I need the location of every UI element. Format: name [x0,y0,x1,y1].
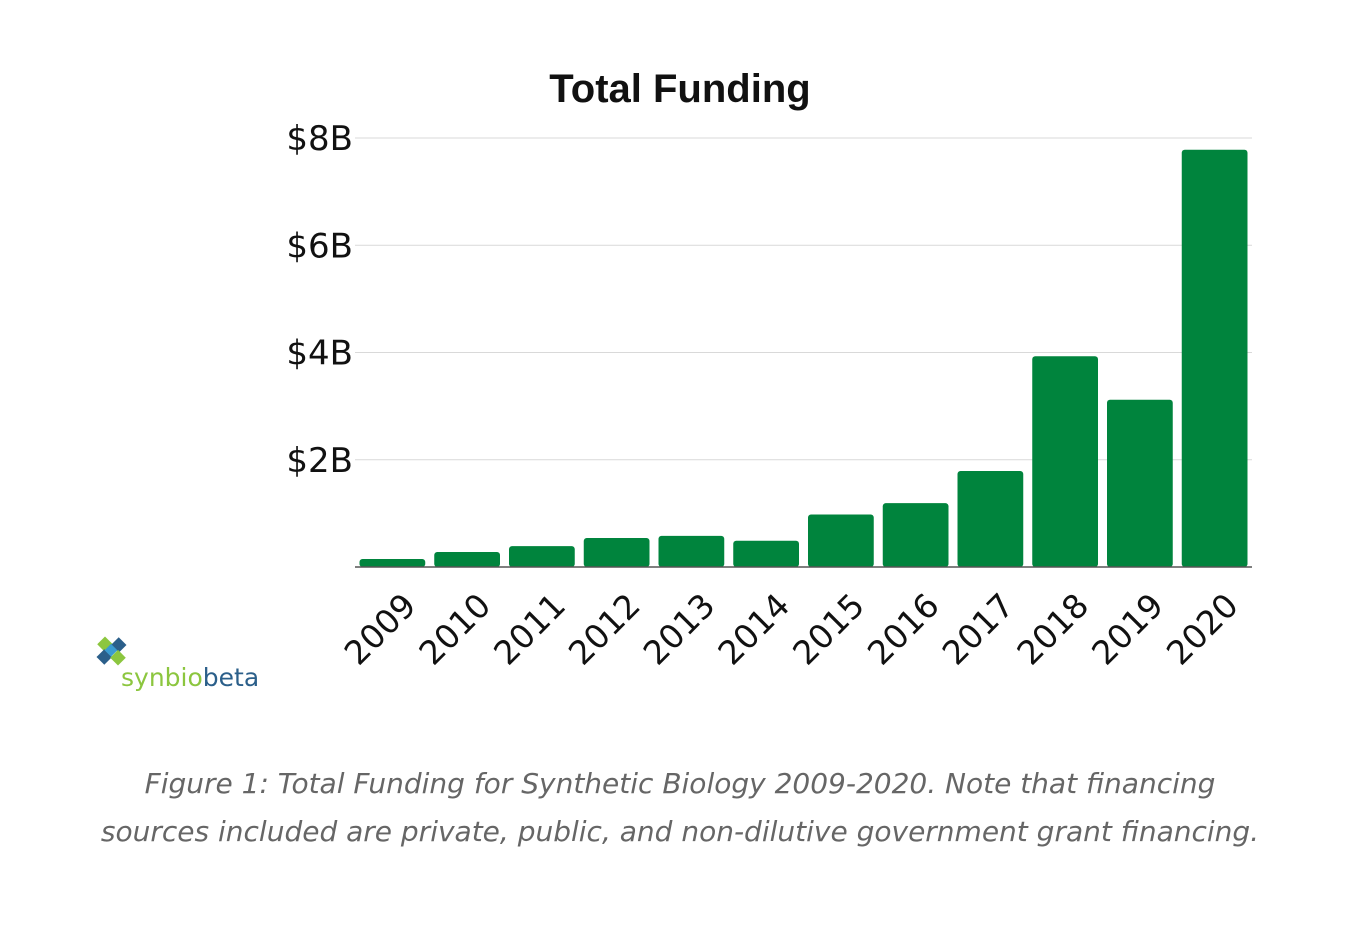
x-tick-label: 2012 [561,586,648,673]
x-tick-label: 2014 [710,586,797,673]
x-tick-label: 2009 [337,586,424,673]
gridlines [355,137,1252,461]
bar-2011 [509,546,575,567]
x-tick-label: 2011 [486,586,573,673]
x-axis-ticks: 2009201020112012201320142015201620172018… [337,586,1246,673]
logo-text-beta: beta [203,663,259,692]
bar-2010 [434,551,500,567]
x-tick-label: 2019 [1084,586,1171,673]
synbiobeta-logo-text: synbiobeta [121,663,259,692]
x-tick-label: 2018 [1009,586,1096,673]
figure-caption: Figure 1: Total Funding for Synthetic Bi… [100,767,1260,848]
bar-2012 [583,538,650,567]
bar-2013 [658,535,725,567]
y-tick-label: $2B [286,441,353,481]
bar-2009 [359,558,426,567]
x-tick-label: 2015 [785,586,872,673]
x-tick-label: 2013 [636,586,723,673]
bar-2018 [1032,356,1098,567]
bar-2019 [1107,399,1173,567]
bar-2020 [1181,149,1248,568]
chart-title: Total Funding [549,67,810,111]
y-tick-label: $4B [286,334,353,374]
logo-text-synbio: synbio [121,663,203,692]
x-tick-label: 2016 [860,586,947,673]
bars [359,149,1248,568]
bar-2016 [882,503,949,567]
bar-2017 [957,471,1024,567]
y-tick-label: $8B [286,119,353,159]
y-axis-ticks: $2B $4B $6B $8B [286,119,353,481]
x-tick-label: 2010 [411,586,498,673]
y-tick-label: $6B [286,226,353,266]
synbiobeta-logo: synbiobeta [96,636,259,692]
x-tick-label: 2017 [935,586,1022,673]
x-tick-label: 2020 [1159,586,1246,673]
bar-2015 [808,514,874,567]
synbiobeta-logo-mark [96,636,127,666]
bar-2014 [733,540,799,567]
